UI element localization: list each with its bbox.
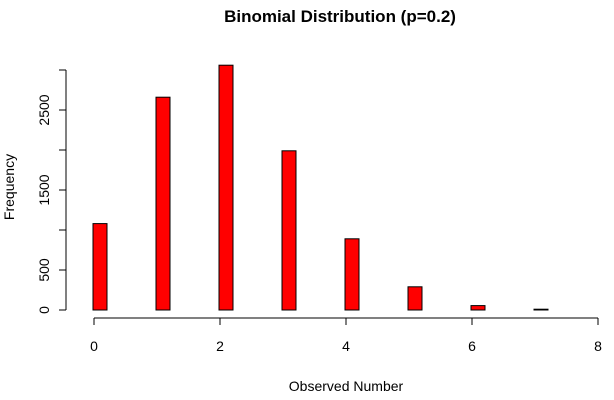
y-tick-label: 500 <box>36 258 52 282</box>
bars <box>92 64 549 311</box>
x-axis-label: Observed Number <box>289 378 404 394</box>
x-tick-label: 8 <box>594 338 602 354</box>
x-axis: 0 2 4 6 8 <box>90 317 602 354</box>
x-tick-label: 4 <box>342 338 350 354</box>
x-tick-label: 6 <box>468 338 476 354</box>
y-tick-label: 1500 <box>36 174 52 205</box>
y-tick-label: 0 <box>36 306 52 314</box>
bar-1 <box>155 96 171 311</box>
y-axis: 0 500 1500 2500 <box>36 69 67 314</box>
y-axis-label: Frequency <box>1 154 17 220</box>
bar-7 <box>533 308 549 311</box>
bar-5 <box>407 286 423 311</box>
bar-2 <box>218 64 234 311</box>
x-tick-label: 2 <box>216 338 224 354</box>
bar-3 <box>281 150 297 311</box>
chart-title: Binomial Distribution (p=0.2) <box>224 7 456 26</box>
x-tick-label: 0 <box>90 338 98 354</box>
bar-6 <box>470 305 486 311</box>
bar-4 <box>344 238 360 311</box>
bar-0 <box>92 223 108 311</box>
y-tick-label: 2500 <box>36 94 52 125</box>
